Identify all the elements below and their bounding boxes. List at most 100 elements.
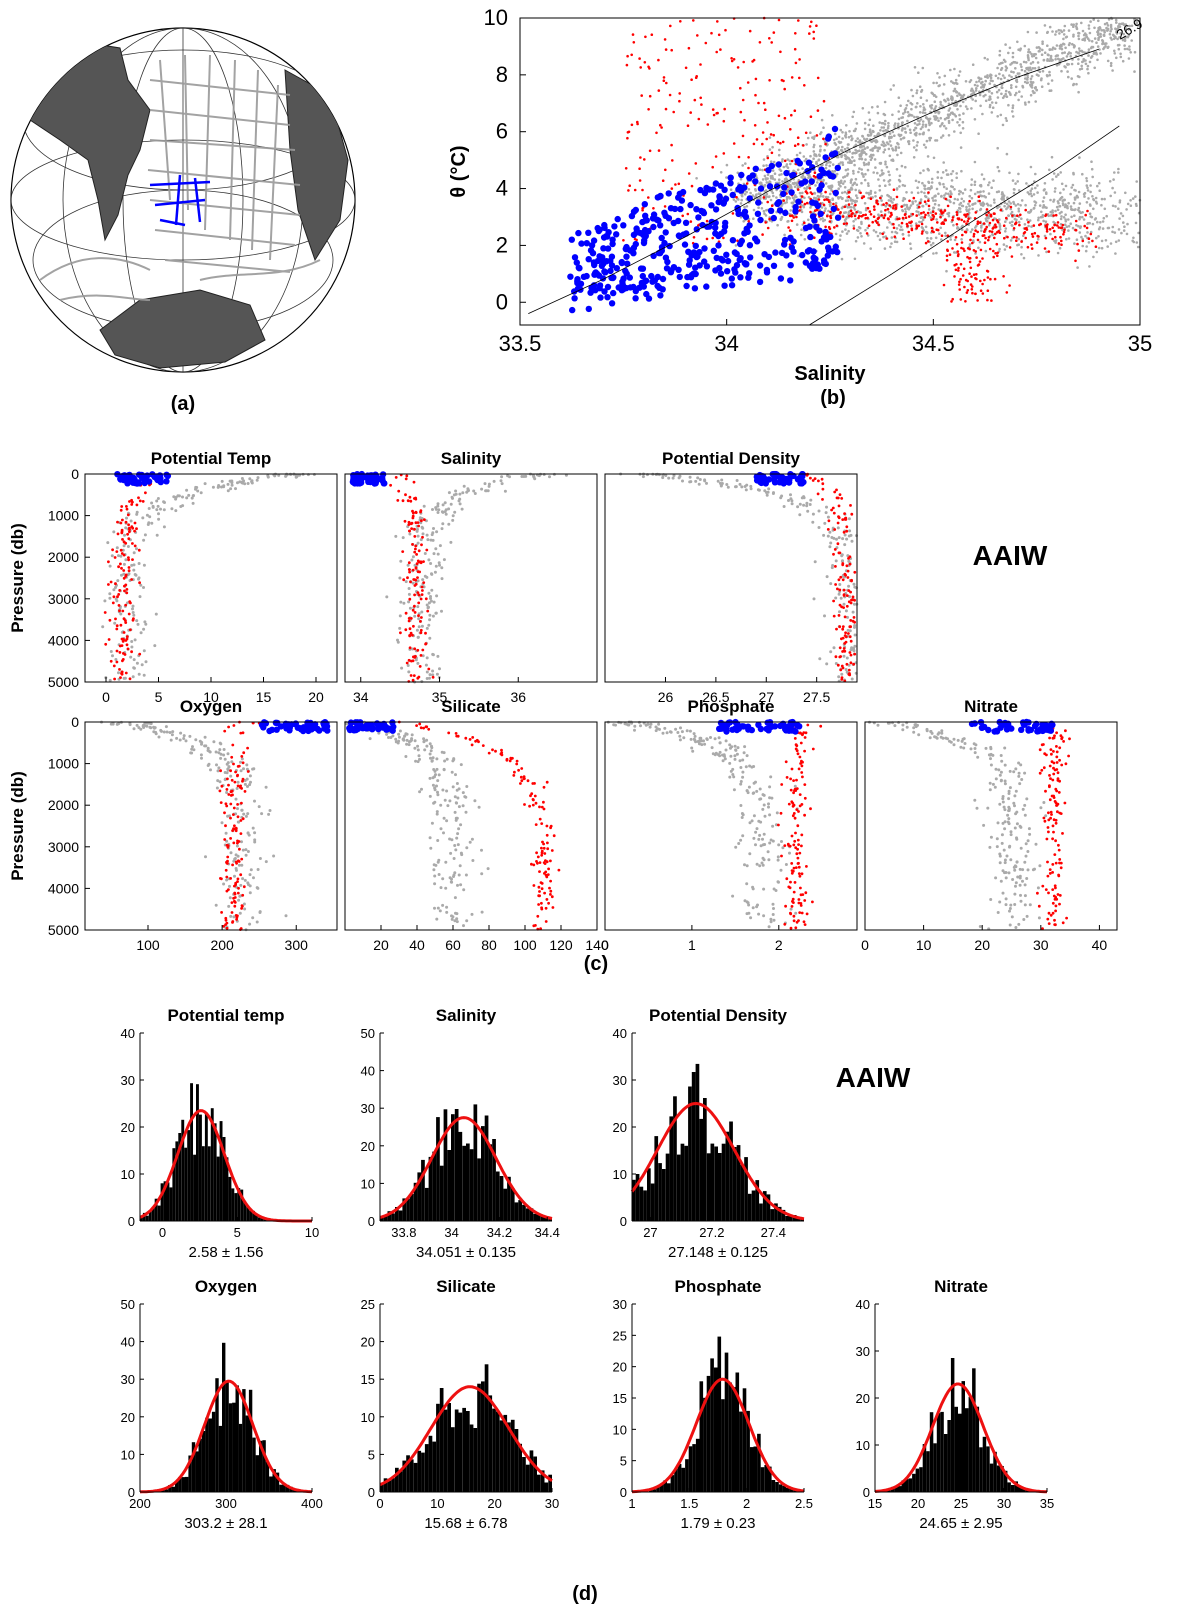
ts-point-aaiw [604, 283, 612, 291]
profile-point-climatology [763, 489, 767, 493]
ts-point-selected [697, 117, 701, 121]
ts-point-selected [957, 266, 960, 270]
ts-point-climatology [1090, 160, 1093, 163]
profile-point-climatology [853, 633, 857, 637]
ts-point-climatology [762, 164, 765, 167]
ts-point-selected [894, 206, 898, 209]
ts-point-climatology [786, 158, 789, 161]
ts-point-climatology [962, 200, 966, 203]
ts-point-selected [860, 215, 863, 218]
ts-point-climatology [890, 230, 894, 234]
ts-point-climatology [1124, 191, 1127, 195]
profile-point-climatology [506, 474, 510, 478]
ts-point-climatology [1059, 191, 1062, 195]
ts-point-aaiw [825, 244, 832, 251]
ts-point-climatology [1005, 202, 1009, 206]
ts-point-climatology [1049, 214, 1053, 217]
ts-point-selected [710, 31, 713, 35]
ts-point-climatology [1109, 242, 1113, 245]
ts-point-climatology [850, 138, 853, 142]
ts-point-climatology [957, 227, 960, 230]
profile-point-selected [125, 588, 129, 591]
ts-point-aaiw [649, 215, 657, 222]
profile-point-climatology [228, 479, 232, 483]
profile-point-selected [845, 525, 849, 529]
ts-point-selected [970, 288, 974, 291]
ts-point-climatology [847, 211, 850, 214]
ts-point-climatology [893, 124, 896, 127]
profile-point-selected [407, 561, 411, 565]
ts-point-selected [963, 249, 966, 253]
ts-point-climatology [964, 80, 968, 83]
ts-point-climatology [827, 209, 830, 213]
profile-point-selected [839, 575, 843, 579]
ts-point-aaiw [686, 257, 693, 264]
ts-point-climatology [970, 183, 973, 187]
profile-point-selected [120, 672, 124, 676]
profile-point-climatology [421, 654, 425, 658]
profile-point-climatology [119, 554, 123, 558]
ts-point-climatology [826, 196, 830, 199]
ts-point-selected [1018, 223, 1021, 227]
profile-point-climatology [500, 482, 504, 486]
ts-point-climatology [884, 162, 887, 166]
ts-point-climatology [949, 190, 952, 193]
ts-point-climatology [853, 257, 857, 261]
ts-point-climatology [1005, 66, 1009, 70]
profile-point-climatology [400, 666, 404, 670]
ts-point-selected [815, 24, 818, 28]
profile-point-climatology [431, 508, 434, 511]
profile-point-climatology [840, 553, 844, 557]
profile-point-selected [416, 521, 420, 524]
ts-point-climatology [1095, 202, 1099, 205]
ts-point-climatology [960, 169, 963, 173]
ts-point-climatology [947, 102, 951, 106]
ts-point-selected [816, 109, 820, 112]
ts-point-climatology [1119, 212, 1123, 215]
profile-point-selected [821, 482, 825, 486]
ts-point-selected [1086, 209, 1089, 213]
profile-point-climatology [461, 491, 465, 495]
ts-point-aaiw [613, 231, 620, 238]
ts-point-climatology [762, 209, 766, 213]
ts-point-climatology [824, 182, 828, 185]
profile-point-aaiw [354, 478, 362, 486]
ts-point-selected [886, 207, 890, 211]
ts-point-selected [717, 33, 721, 37]
ts-point-climatology [1085, 184, 1089, 187]
ts-point-selected [664, 48, 668, 51]
ts-point-climatology [887, 170, 890, 174]
ts-point-aaiw [687, 201, 694, 209]
ts-point-selected [761, 233, 764, 236]
ts-point-climatology [1058, 198, 1062, 201]
profile-point-climatology [789, 493, 792, 497]
ts-point-climatology [998, 49, 1002, 53]
profile-point-selected [126, 532, 129, 536]
ts-point-selected [657, 89, 661, 92]
ts-point-climatology [907, 99, 910, 103]
ts-point-climatology [1092, 197, 1095, 201]
ts-point-climatology [1087, 197, 1090, 200]
profile-point-climatology [428, 673, 432, 677]
profile-point-climatology [418, 516, 422, 520]
ts-point-aaiw [641, 278, 649, 285]
profile-point-selected [409, 522, 413, 526]
ts-point-selected [990, 299, 993, 302]
ts-point-climatology [918, 120, 921, 123]
ts-point-selected [648, 149, 652, 153]
ts-point-climatology [849, 181, 853, 184]
ts-point-climatology [988, 181, 991, 184]
ts-point-selected [900, 205, 903, 208]
ts-point-climatology [938, 84, 941, 87]
profile-point-climatology [407, 587, 411, 590]
profile-point-climatology [415, 529, 419, 533]
ts-point-climatology [915, 91, 918, 95]
ts-point-climatology [1075, 22, 1078, 26]
ts-point-climatology [968, 243, 972, 246]
ts-point-climatology [833, 169, 837, 173]
ts-point-climatology [883, 148, 887, 151]
ts-point-climatology [1100, 197, 1104, 201]
ts-point-climatology [1118, 199, 1122, 202]
ts-point-climatology [866, 146, 869, 149]
